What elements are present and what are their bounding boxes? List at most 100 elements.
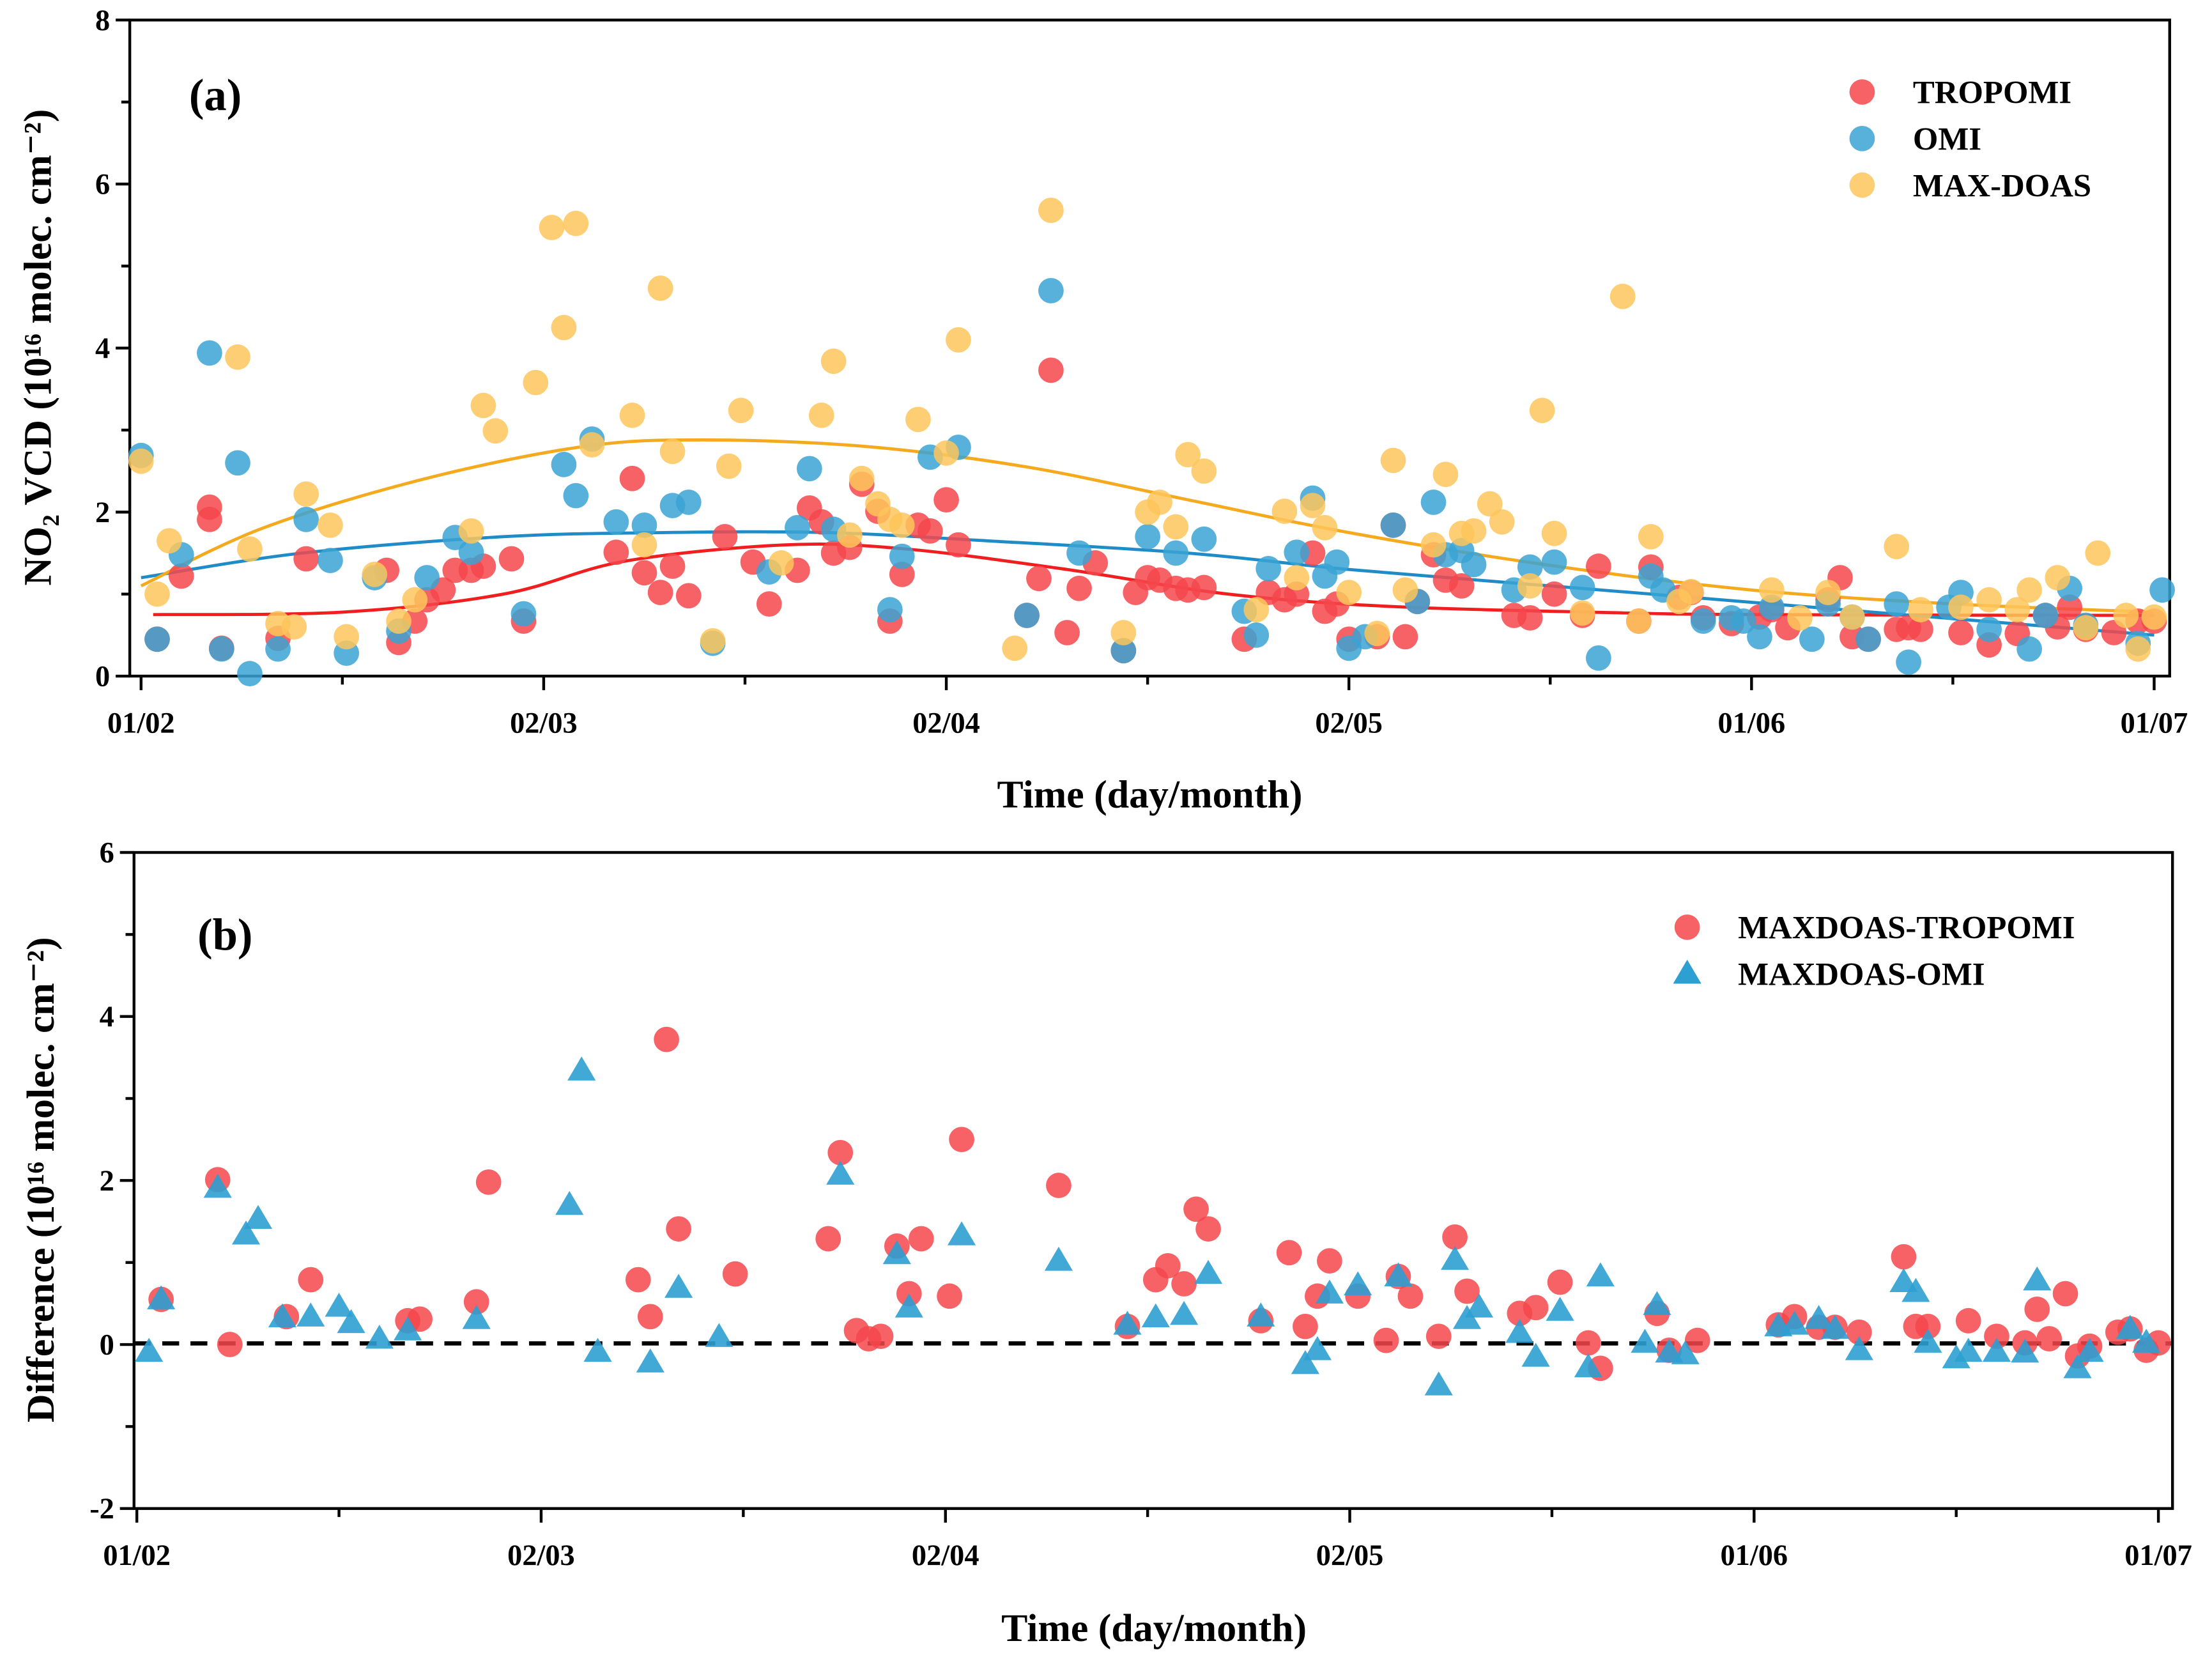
data-point-omi: [1461, 551, 1487, 578]
data-point-omi: [1586, 645, 1611, 671]
data-point-max-doas: [905, 406, 931, 433]
data-point-max-doas: [1638, 523, 1664, 550]
data-point-max-doas: [1609, 283, 1636, 309]
data-point-max-doas: [631, 532, 657, 558]
data-point-maxdoas-tropomi: [1984, 1323, 2009, 1350]
panel-a-x-axis-title: Time (day/month): [997, 773, 1302, 816]
data-point-omi: [414, 565, 440, 590]
y-tick-label: 6: [95, 168, 110, 201]
data-point-max-doas: [1243, 597, 1270, 622]
data-point-omi: [1541, 549, 1567, 575]
data-point-max-doas: [1884, 534, 1910, 560]
data-point-maxdoas-omi: [1804, 1305, 1833, 1329]
data-point-maxdoas-omi: [636, 1348, 664, 1373]
data-point-omi: [1420, 489, 1447, 515]
data-point-max-doas: [470, 392, 496, 419]
data-point-maxdoas-omi: [1954, 1337, 1983, 1362]
data-point-maxdoas-tropomi: [2052, 1281, 2078, 1307]
data-point-max-doas: [2073, 615, 2099, 641]
data-point-omi: [603, 509, 629, 535]
data-point-max-doas: [1908, 597, 1933, 622]
data-point-max-doas: [849, 465, 875, 491]
data-point-max-doas: [128, 448, 154, 474]
data-point-max-doas: [1569, 600, 1595, 626]
panel-b-label: (b): [197, 910, 252, 960]
data-point-tropomi: [168, 563, 194, 589]
data-point-max-doas: [1191, 458, 1217, 484]
data-point-maxdoas-omi: [2116, 1314, 2144, 1339]
data-point-maxdoas-omi: [1820, 1314, 1849, 1339]
data-point-maxdoas-omi: [1982, 1337, 2011, 1362]
data-point-max-doas: [551, 314, 577, 341]
legend-label-maxdoas-omi: MAXDOAS-OMI: [1738, 957, 1985, 992]
data-point-maxdoas-tropomi: [722, 1261, 748, 1287]
y-tick-label: 6: [100, 836, 114, 869]
data-point-max-doas: [318, 512, 343, 538]
data-point-max-doas: [1336, 580, 1362, 605]
x-tick-label: 01/06: [1721, 1539, 1788, 1572]
data-point-maxdoas-omi: [1141, 1303, 1170, 1328]
data-point-maxdoas-omi: [135, 1337, 164, 1362]
y-tick-label: 2: [95, 497, 110, 529]
data-point-omi: [511, 601, 537, 627]
data-point-omi: [796, 456, 822, 482]
data-point-maxdoas-tropomi: [666, 1216, 691, 1242]
data-point-maxdoas-omi: [1574, 1353, 1602, 1378]
data-point-maxdoas-omi: [337, 1309, 365, 1334]
data-point-max-doas: [523, 369, 549, 396]
data-point-omi: [1855, 626, 1881, 652]
data-point-maxdoas-tropomi: [625, 1267, 651, 1293]
x-tick-label: 02/04: [912, 707, 980, 739]
data-point-max-doas: [1038, 197, 1064, 223]
data-point-maxdoas-omi: [1671, 1340, 1700, 1364]
data-point-max-doas: [293, 481, 319, 507]
data-point-max-doas: [2141, 604, 2167, 630]
data-point-maxdoas-omi: [1247, 1302, 1275, 1327]
data-point-maxdoas-tropomi: [1046, 1173, 1071, 1198]
panel-b: 01/02 02/03 02/04 02/05 01/06 01/07 -2 0 2 4 6 (b)…: [19, 836, 2192, 1650]
data-point-max-doas: [1815, 580, 1841, 605]
data-point-tropomi: [1908, 617, 1933, 642]
data-point-maxdoas-omi: [555, 1190, 584, 1215]
data-point-omi: [1110, 638, 1137, 664]
data-point-omi: [197, 340, 222, 366]
x-tick-label: 02/05: [1316, 1539, 1384, 1572]
data-point-max-doas: [2125, 636, 2151, 662]
data-point-tropomi: [756, 591, 782, 617]
data-point-omi: [1517, 554, 1543, 580]
data-point-max-doas: [1758, 577, 1785, 603]
data-point-maxdoas-omi: [1521, 1343, 1550, 1367]
data-point-tropomi: [1517, 605, 1543, 631]
data-point-maxdoas-omi: [1505, 1318, 1534, 1343]
data-point-tropomi: [293, 546, 319, 572]
data-point-omi: [1380, 512, 1406, 538]
data-point-tropomi: [946, 532, 971, 558]
data-point-maxdoas-tropomi: [1373, 1327, 1399, 1353]
data-point-omi: [1976, 617, 2002, 642]
data-point-maxdoas-omi: [664, 1274, 693, 1298]
data-point-max-doas: [1678, 578, 1704, 605]
data-point-omi: [1690, 608, 1716, 634]
data-point-max-doas: [647, 275, 673, 301]
data-point-maxdoas-tropomi: [1171, 1271, 1197, 1297]
y-tick-label: 2: [100, 1165, 114, 1198]
data-point-max-doas: [1380, 447, 1406, 474]
data-point-maxdoas-omi: [1901, 1277, 1930, 1302]
data-point-max-doas: [1284, 565, 1310, 590]
legend-label-maxdoas-tropomi: MAXDOAS-TROPOMI: [1738, 910, 2075, 946]
data-point-maxdoas-omi: [1440, 1245, 1470, 1270]
y-tick-label: 4: [100, 1001, 114, 1033]
data-point-maxdoas-omi: [2075, 1337, 2104, 1362]
data-point-max-doas: [362, 562, 388, 587]
data-point-max-doas: [1787, 605, 1813, 631]
data-point-maxdoas-tropomi: [827, 1139, 854, 1166]
legend-marker-omi: [1849, 125, 1875, 151]
panel-a-label: (a): [189, 71, 242, 121]
data-point-omi: [889, 543, 915, 569]
data-point-max-doas: [768, 550, 794, 576]
data-point-maxdoas-tropomi: [217, 1332, 243, 1357]
data-point-tropomi: [1586, 553, 1611, 579]
data-point-omi: [144, 626, 170, 652]
